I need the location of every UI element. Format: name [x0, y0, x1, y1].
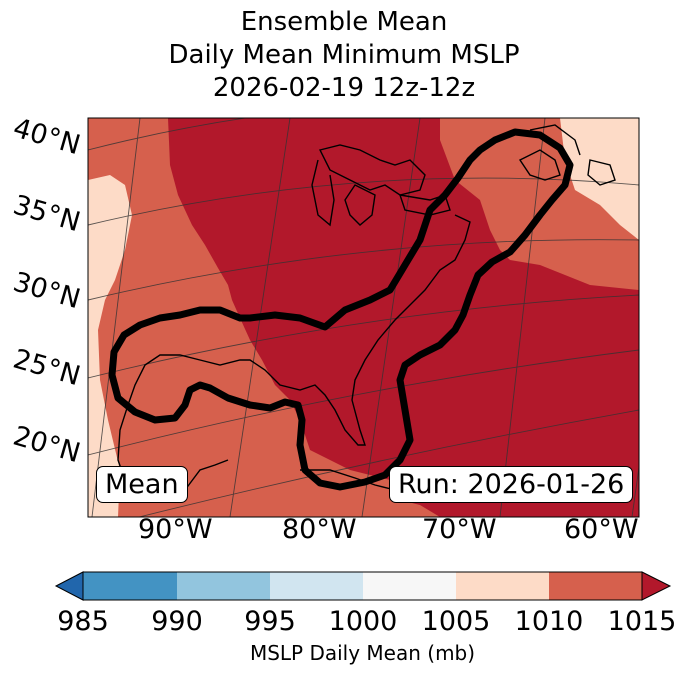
colorbar-tick-1010: 1010 — [514, 606, 584, 637]
colorbar-segment-1005-1010 — [456, 572, 549, 600]
minimum-mslp-contour — [108, 128, 574, 491]
run-date-box: Run: 2026-01-26 — [389, 466, 634, 503]
lon-label-80w: 80°W — [282, 514, 357, 545]
title-line-2: Daily Mean Minimum MSLP — [168, 40, 520, 70]
graticule — [88, 118, 639, 517]
colorbar-tick-995: 995 — [244, 606, 296, 637]
lon-label-60w: 60°W — [564, 514, 639, 545]
colorbar-tick-990: 990 — [151, 606, 203, 637]
colorbar-segment-1000-1005 — [363, 572, 456, 600]
colorbar-tick-1000: 1000 — [328, 606, 398, 637]
colorbar-tick-1015: 1015 — [607, 606, 677, 637]
pressure-field-1000-1005-east — [560, 118, 639, 240]
lon-label-70w: 70°W — [422, 514, 497, 545]
colorbar-segment-995-1000 — [270, 572, 363, 600]
colorbar-segment-1010-1015 — [549, 572, 642, 600]
lon-label-90w: 90°W — [138, 514, 213, 545]
colorbar-label: MSLP Daily Mean (mb) — [249, 641, 476, 665]
colorbar-overflow-arrow — [641, 571, 672, 601]
colorbar-segment-990-995 — [177, 572, 270, 600]
colorbar-tick-1005: 1005 — [421, 606, 491, 637]
colorbar-frame — [82, 571, 643, 601]
map-frame — [87, 117, 640, 518]
colorbar-tick-985: 985 — [57, 606, 109, 637]
pressure-field-1000-1005-west — [88, 175, 132, 517]
mean-label-box: Mean — [96, 466, 188, 503]
title-line-3: 2026-02-19 12z-12z — [212, 73, 476, 103]
colorbar-segment-985-990 — [83, 572, 177, 600]
colorbar-underflow-arrow — [54, 571, 84, 601]
title-line-1: Ensemble Mean — [240, 7, 448, 37]
